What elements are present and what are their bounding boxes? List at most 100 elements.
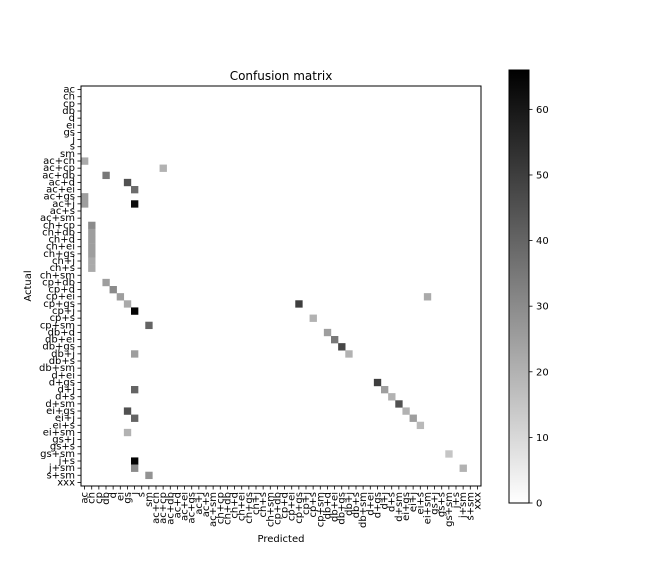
heatmap-cell [102, 171, 110, 180]
y-tick-label: j+sm [48, 463, 75, 474]
x-tick-label: ei+j [408, 492, 419, 512]
y-tick-label: cp [63, 99, 75, 110]
y-tick-label: ch+sm [40, 270, 75, 281]
heatmap-cell [109, 286, 117, 294]
x-tick-label: gs+sm [444, 492, 455, 527]
heatmap-cell [145, 471, 153, 480]
heatmap-cell [88, 221, 96, 230]
heatmap-cell [416, 421, 425, 430]
y-tick-label: gs+j [52, 435, 75, 446]
x-tick-label: ac+ch [151, 492, 162, 524]
y-tick-labels: acchcpdbdeigsjssmac+chac+cpac+dbac+dac+e… [39, 85, 81, 488]
y-tick-label: db+gs [42, 342, 75, 353]
x-tick-label: ch+s [258, 492, 269, 517]
colorbar [508, 69, 530, 504]
x-axis-label: Predicted [258, 534, 305, 545]
heatmap-cell [116, 293, 125, 301]
y-tick-label: db+j [51, 349, 75, 360]
heatmap-cell [373, 378, 382, 387]
chart-title: Confusion matrix [230, 69, 333, 83]
heatmap-cell [131, 186, 139, 194]
colorbar-tick-label: 60 [536, 105, 549, 116]
y-tick-label: ei [66, 120, 75, 131]
y-tick-label: ch+db [42, 227, 75, 238]
y-tick-label: sm [60, 149, 75, 160]
heatmap-cell [159, 164, 167, 172]
heatmap-cell [409, 414, 417, 422]
x-tick-labels: acchcpdbdeigsjssmac+chac+cpac+dbac+dac+e… [80, 486, 483, 528]
x-tick-label: ei+sm [422, 492, 433, 524]
y-tick-label: gs [63, 127, 75, 138]
y-tick-label: ac+gs [43, 192, 75, 203]
heatmap-cell [131, 386, 139, 394]
x-tick-label: ac+ei [180, 492, 191, 521]
y-tick-label: db+d [48, 327, 75, 338]
x-tick-label: ac+cp [158, 492, 169, 524]
colorbar-tick-label: 20 [536, 367, 549, 378]
heatmap-cell [459, 464, 467, 472]
x-tick-label: db+j [344, 492, 355, 516]
y-tick-label: cp+ei [46, 292, 75, 303]
x-tick-label: cp+d [280, 492, 291, 519]
heatmap-cell [88, 228, 96, 237]
y-tick-label: ac+sm [40, 213, 75, 224]
y-tick-label: cp+j [52, 306, 75, 317]
y-tick-label: ch+j [52, 256, 75, 267]
x-tick-label: cp+ei [287, 492, 298, 521]
heatmap-cell [295, 300, 303, 308]
y-tick-label: s+sm [46, 470, 75, 481]
x-tick-label: cp+sm [315, 492, 326, 527]
y-tick-label: ac+ch [43, 156, 75, 167]
x-tick-label: ac+sm [208, 492, 219, 527]
x-tick-label: ei+gs [401, 492, 412, 521]
y-tick-label: ac [63, 85, 75, 96]
y-tick-label: db [62, 106, 75, 117]
x-tick-label: ch+j [251, 492, 262, 515]
heatmap-cell [131, 350, 139, 358]
y-tick-label: cp+s [50, 313, 75, 324]
x-tick-label: ch+db [222, 492, 233, 525]
x-tick-label: d+gs [372, 492, 383, 518]
x-tick-label: ch+ei [237, 492, 248, 521]
x-tick-label: d+ei [365, 492, 376, 516]
x-tick-label: db+d [322, 492, 333, 519]
y-tick-label: cp+d [48, 285, 75, 296]
x-tick-label: db [101, 492, 112, 505]
heatmap-cell [131, 307, 139, 315]
colorbar-tick-label: 30 [536, 302, 549, 313]
x-tick-label: d+sm [394, 492, 405, 522]
y-tick-label: db+sm [39, 363, 75, 374]
x-tick-label: cp+j [301, 492, 312, 515]
x-tick-label: cp+db [272, 492, 283, 525]
heatmap-cell [123, 407, 132, 415]
heatmap-cell [323, 328, 332, 337]
y-tick-label: ch+cp [43, 220, 75, 231]
y-tick-label: d+s [55, 392, 75, 403]
x-tick-label: j [130, 492, 141, 496]
y-tick-label: ac+ei [46, 185, 75, 196]
heatmap-cell [131, 464, 139, 472]
x-tick-label: ac [80, 492, 91, 504]
y-tick-label: d+sm [45, 399, 75, 410]
heatmap-cell [145, 321, 153, 330]
heatmap-cell [81, 157, 89, 165]
heatmap-cell [402, 407, 410, 415]
x-tick-label: j+sm [458, 492, 469, 519]
y-tick-label: db+s [49, 356, 75, 367]
x-tick-label: gs [122, 492, 133, 504]
x-tick-label: cp+s [308, 492, 319, 517]
y-tick-label: cp+gs [43, 299, 75, 310]
y-tick-label: ch+d [48, 235, 75, 246]
x-tick-label: ch+cp [215, 492, 226, 524]
heatmap-cell [81, 200, 89, 208]
y-tick-label: j [71, 135, 75, 146]
x-tick-label: cp+gs [294, 492, 305, 524]
y-tick-label: d+ei [51, 370, 75, 381]
x-tick-label: s+sm [465, 492, 476, 521]
x-tick-label: ch [87, 492, 98, 504]
heatmap-cell [123, 428, 132, 437]
x-tick-label: j+s [451, 492, 462, 509]
heatmap-cell [423, 293, 432, 301]
y-tick-label: cp+db [42, 277, 75, 288]
